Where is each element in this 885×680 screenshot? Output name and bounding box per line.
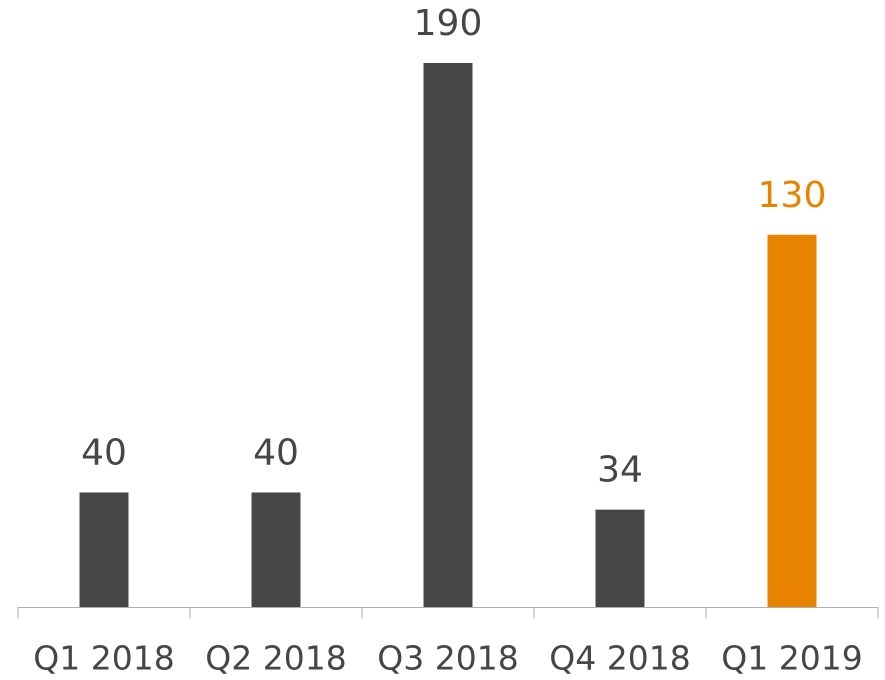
x-tick-label: Q4 2018 <box>549 639 690 678</box>
bar <box>767 234 817 607</box>
x-tick-label: Q1 2018 <box>33 639 174 678</box>
data-label: 190 <box>414 3 483 44</box>
x-tick-label: Q2 2018 <box>205 639 346 678</box>
data-label: 130 <box>758 175 827 216</box>
x-tick-label: Q3 2018 <box>377 639 518 678</box>
bar <box>423 63 473 607</box>
bar <box>595 509 645 607</box>
data-label: 40 <box>253 432 299 473</box>
data-label: 34 <box>597 450 643 491</box>
x-tick-label: Q1 2019 <box>721 639 862 678</box>
bar <box>79 492 129 607</box>
data-label: 40 <box>81 432 127 473</box>
bar <box>251 492 301 607</box>
